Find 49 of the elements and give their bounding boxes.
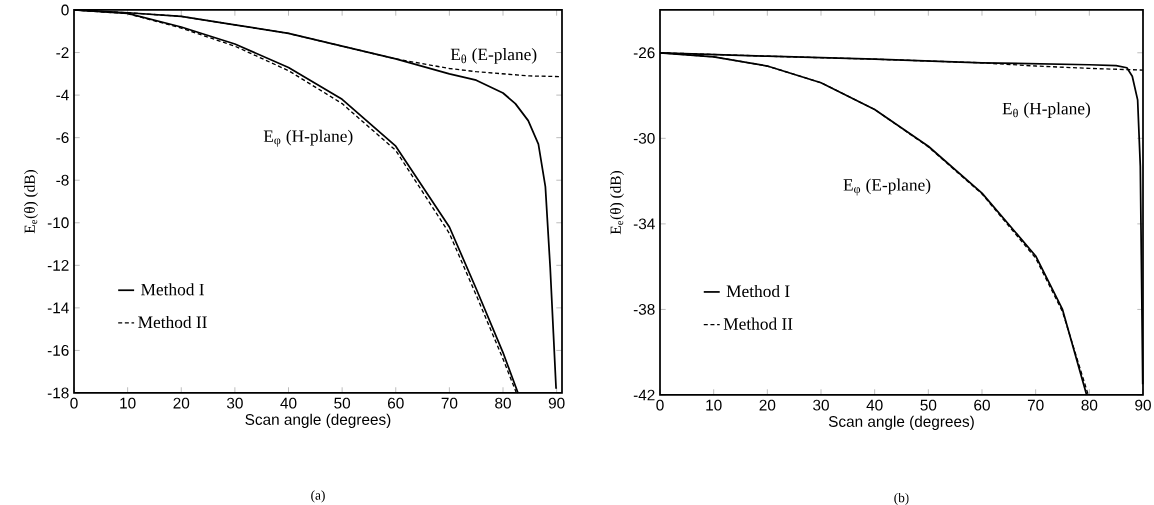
y-tick-label: -42 [633,389,655,401]
y-tick-label: -38 [633,304,655,315]
x-axis-title: Scan angle (degrees) [245,413,391,428]
x-tick-label: 0 [656,399,664,411]
x-tick-label: 0 [70,397,78,409]
x-tick-label: 40 [280,397,297,409]
x-tick-label: 60 [388,397,404,409]
legend-label: Method I [141,283,204,296]
y-tick-label: -30 [633,132,655,144]
y-tick-label: -18 [47,387,69,399]
legend-label: Method I [726,284,790,298]
annotation: E$_{θ}$ (H-plane) [1002,102,1091,118]
legend-label: Method II [138,315,207,329]
y-tick-label: -4 [56,89,69,101]
x-tick-label: 60 [974,399,990,411]
x-tick-label: 30 [226,397,243,409]
y-tick-label: -2 [56,47,69,58]
x-tick-label: 80 [1081,399,1098,411]
legend-label: Method II [723,317,793,330]
y-axis-title: E$_{e}$(θ) (dB) [23,170,38,234]
y-tick-label: -14 [47,302,69,314]
x-tick-label: 70 [441,397,458,409]
y-tick-label: 0 [61,4,69,16]
x-tick-label: 50 [334,397,351,409]
y-tick-label: -26 [633,47,655,59]
x-tick-label: 90 [548,397,565,409]
y-axis-title: E$_{e}$(θ) (dB) [609,171,624,235]
x-tick-label: 10 [120,397,136,409]
x-tick-label: 20 [173,397,190,409]
y-tick-label: -34 [633,218,655,230]
x-tick-label: 50 [920,399,937,411]
y-tick-label: -8 [56,174,69,186]
annotation: E$_{φ}$ (E-plane) [843,178,931,196]
y-tick-label: -10 [47,217,69,229]
y-tick-label: -12 [47,259,69,271]
x-tick-label: 20 [759,399,776,411]
x-tick-label: 80 [495,397,511,409]
annotation: E$_{φ}$ (H-plane) [263,129,353,147]
text: (a) [311,490,325,503]
x-tick-label: 30 [813,399,829,411]
x-axis-title: Scan angle (degrees) [828,415,974,430]
text: (b) [894,492,909,505]
x-tick-label: 70 [1027,399,1044,411]
x-tick-label: 40 [866,399,883,411]
x-tick-label: 90 [1135,399,1151,411]
annotation: E$_{θ}$ (E-plane) [450,48,537,64]
y-tick-label: -16 [47,345,69,356]
y-tick-label: -6 [56,132,69,144]
x-tick-label: 10 [706,399,722,411]
